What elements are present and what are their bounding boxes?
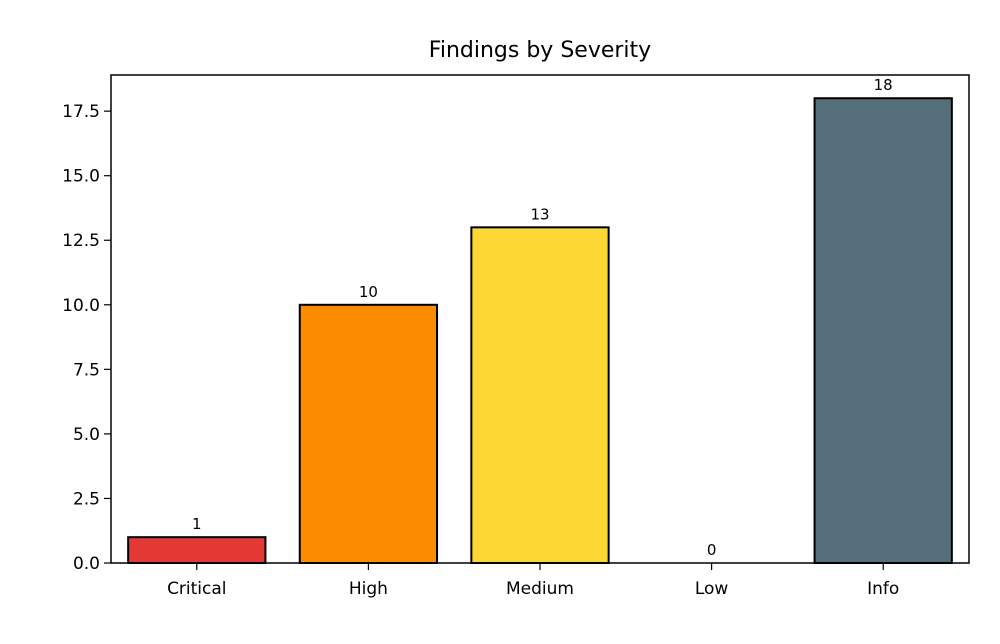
data-label-high: 10 [359,283,378,301]
y-tick-label: 7.5 [73,360,100,380]
bars [127,97,953,564]
x-tick-label-low: Low [695,579,729,599]
bar-value-labels: 1 10 13 0 18 [192,76,893,559]
y-tick-label: 2.5 [73,489,100,509]
data-label-low: 0 [707,541,717,559]
y-tick-label: 17.5 [62,102,100,122]
bar-medium [470,226,610,564]
y-tick-label: 10.0 [62,296,100,316]
x-tick-label-medium: Medium [506,579,574,599]
data-label-critical: 1 [192,515,202,533]
bar-critical [127,536,267,564]
x-tick-label-high: High [349,579,388,599]
y-tick-label: 5.0 [73,425,100,445]
chart-title: Findings by Severity [429,38,651,63]
y-tick-label: 15.0 [62,167,100,187]
bar-high [298,303,439,564]
x-tick-label-critical: Critical [167,579,226,599]
y-axis: 0.0 2.5 5.0 7.5 10.0 12.5 15.0 17.5 [62,102,111,574]
plot-frame [110,74,970,564]
data-label-medium: 13 [530,205,549,223]
x-tick-label-info: Info [867,579,899,599]
y-tick-label: 0.0 [73,554,100,574]
data-label-info: 18 [874,76,893,94]
y-tick-label: 12.5 [62,231,100,251]
bar-info [813,97,953,564]
x-axis: Critical High Medium Low Info [167,563,899,599]
